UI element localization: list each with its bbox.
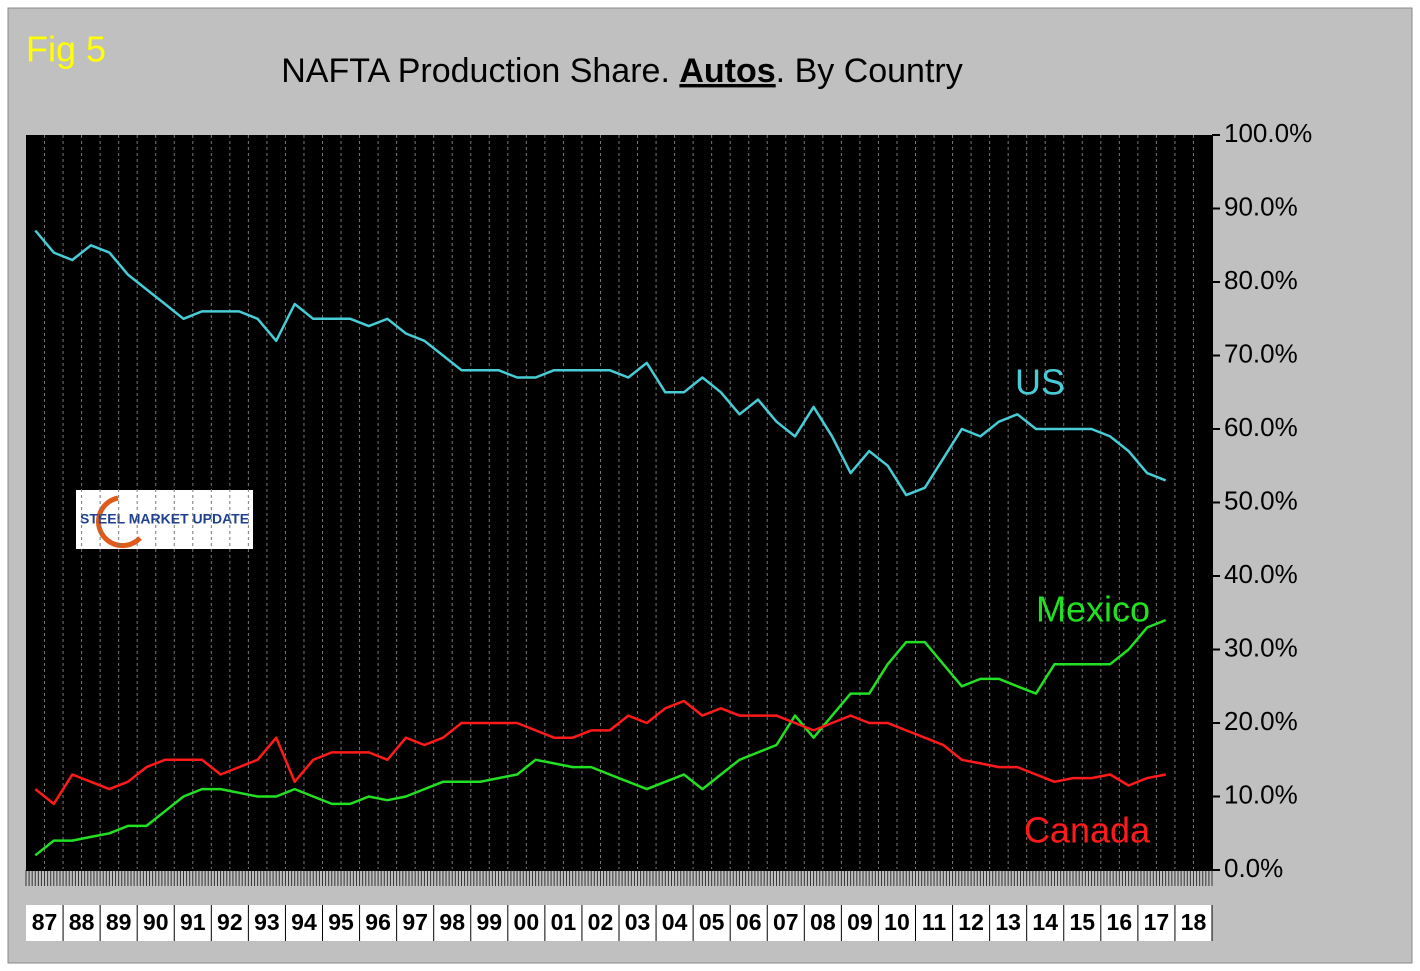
x-tick-label: 99 [476, 909, 502, 935]
title-part: NAFTA Production Share. [281, 52, 679, 90]
x-tick-label: 12 [958, 909, 984, 935]
y-tick-label: 50.0% [1224, 485, 1298, 515]
x-tick-label: 89 [106, 909, 132, 935]
y-tick-label: 0.0% [1224, 853, 1283, 883]
x-tick-label: 91 [180, 909, 206, 935]
logo-arc [96, 495, 142, 549]
x-tick-label: 11 [922, 909, 947, 935]
logo-text: STEEL MARKET UPDATE [80, 511, 249, 527]
x-tick-label: 09 [847, 909, 873, 935]
series-line [34, 229, 1167, 497]
y-tick-label: 100.0% [1224, 118, 1312, 148]
y-tick-label: 20.0% [1224, 706, 1298, 736]
x-tick-label: 97 [402, 909, 428, 935]
fig-label: Fig 5 [26, 29, 106, 70]
x-tick-label: 96 [365, 909, 391, 935]
x-tick-label: 16 [1107, 909, 1133, 935]
title-part: Autos [679, 52, 775, 90]
x-tick-label: 93 [254, 909, 280, 935]
x-tick-label: 98 [439, 909, 465, 935]
y-tick-label: 80.0% [1224, 265, 1298, 295]
x-tick-label: 02 [588, 909, 614, 935]
title-part: . By Country [776, 52, 963, 90]
x-tick-label: 87 [32, 909, 58, 935]
series-label: Mexico [1036, 589, 1150, 630]
chart-title: NAFTA Production Share. Autos. By Countr… [281, 52, 963, 90]
x-tick-label: 14 [1032, 909, 1058, 935]
y-tick-label: 30.0% [1224, 632, 1298, 662]
series-line [34, 618, 1167, 857]
x-tick-label: 07 [773, 909, 799, 935]
x-tick-label: 94 [291, 909, 317, 935]
x-tick-label: 00 [514, 909, 540, 935]
x-tick-label: 92 [217, 909, 243, 935]
x-tick-label: 95 [328, 909, 354, 935]
y-tick-label: 90.0% [1224, 191, 1298, 221]
x-tick-label: 05 [699, 909, 725, 935]
x-tick-label: 10 [884, 909, 910, 935]
x-tick-label: 13 [995, 909, 1021, 935]
series-line [34, 699, 1166, 806]
x-tick-label: 17 [1144, 909, 1170, 935]
y-tick-label: 40.0% [1224, 559, 1298, 589]
x-tick-label: 04 [662, 909, 688, 935]
x-tick-label: 06 [736, 909, 762, 935]
x-tick-label: 15 [1069, 909, 1095, 935]
x-tick-label: 90 [143, 909, 169, 935]
series-label: Canada [1024, 810, 1151, 851]
x-tick-label: 88 [69, 909, 95, 935]
x-tick-label: 18 [1181, 909, 1207, 935]
x-tick-label: 03 [625, 909, 651, 935]
y-tick-label: 70.0% [1224, 338, 1298, 368]
x-tick-label: 08 [810, 909, 836, 935]
series-label: US [1015, 362, 1065, 403]
x-tick-label: 01 [551, 909, 577, 935]
y-tick-label: 60.0% [1224, 412, 1298, 442]
y-tick-label: 10.0% [1224, 779, 1298, 809]
